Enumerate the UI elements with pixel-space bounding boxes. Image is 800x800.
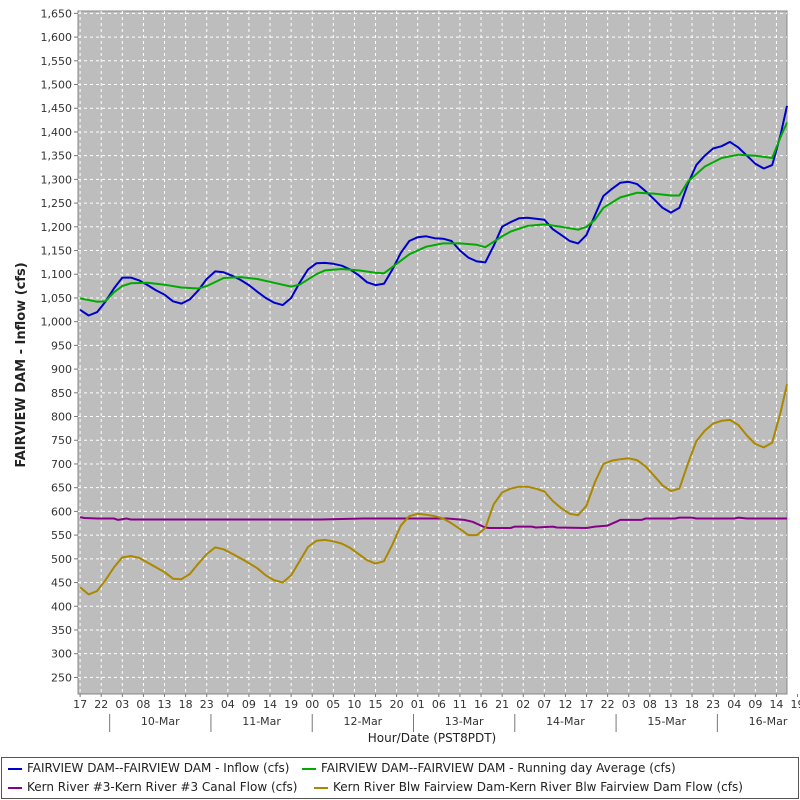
- legend-label-canal-flow: Kern River #3-Kern River #3 Canal Flow (…: [27, 780, 298, 794]
- x-date-label: 16-Mar: [749, 715, 788, 728]
- y-tick-label: 1,350: [41, 150, 73, 163]
- y-tick-label: 1,000: [41, 316, 73, 329]
- x-hour-label: 12: [558, 698, 572, 711]
- y-axis-title: FAIRVIEW DAM - Inflow (cfs): [14, 262, 29, 467]
- y-tick-label: 650: [51, 482, 72, 495]
- legend-item-running-average: FAIRVIEW DAM--FAIRVIEW DAM - Running day…: [302, 761, 676, 775]
- y-tick-label: 1,650: [41, 7, 73, 20]
- x-hour-label: 19: [284, 698, 298, 711]
- y-tick-label: 400: [51, 600, 72, 613]
- y-tick-label: 1,450: [41, 102, 73, 115]
- x-date-label: 11-Mar: [242, 715, 281, 728]
- y-tick-label: 750: [51, 434, 72, 447]
- x-hour-label: 23: [706, 698, 720, 711]
- legend-item-dam-flow: Kern River Blw Fairview Dam-Kern River B…: [314, 780, 743, 794]
- grid-lines: [78, 11, 799, 694]
- y-tick-label: 500: [51, 553, 72, 566]
- x-date-label: 12-Mar: [343, 715, 382, 728]
- x-date-label: 10-Mar: [141, 715, 180, 728]
- x-date-label: 13-Mar: [445, 715, 484, 728]
- x-hour-label: 09: [748, 698, 762, 711]
- x-hour-label: 23: [200, 698, 214, 711]
- x-hour-label: 07: [537, 698, 551, 711]
- x-hour-label: 14: [263, 698, 277, 711]
- x-hour-label: 13: [158, 698, 172, 711]
- x-axis: 17 22 03 08 13 18 23 04 09 14 19 00 05 10 15 20 01 06 11 16…: [73, 694, 800, 732]
- x-hour-label: 08: [136, 698, 150, 711]
- y-tick-label: 1,250: [41, 197, 73, 210]
- legend-swatch-running-average: [302, 767, 316, 770]
- series-line-0: [79, 105, 788, 317]
- x-hour-label: 16: [474, 698, 488, 711]
- x-hour-label: 04: [727, 698, 741, 711]
- legend-swatch-inflow: [8, 767, 22, 770]
- chart: 250 300 350 400 450 500 550 600 650 700 750 800 850 9…: [14, 7, 800, 745]
- x-hour-label: 08: [643, 698, 657, 711]
- y-tick-label: 1,500: [41, 79, 73, 92]
- y-tick-label: 550: [51, 529, 72, 542]
- y-tick-label: 1,050: [41, 292, 73, 305]
- x-hour-label: 05: [326, 698, 340, 711]
- legend-label-inflow: FAIRVIEW DAM--FAIRVIEW DAM - Inflow (cfs…: [27, 761, 290, 775]
- y-tick-label: 950: [51, 339, 72, 352]
- x-hour-label: 17: [73, 698, 87, 711]
- y-tick-label: 1,200: [41, 221, 73, 234]
- y-tick-label: 1,400: [41, 126, 73, 139]
- x-hour-label: 01: [411, 698, 425, 711]
- series-line-3: [79, 384, 788, 596]
- legend-swatch-canal-flow: [8, 786, 22, 789]
- x-hour-label: 15: [369, 698, 383, 711]
- x-date-label: 15-Mar: [647, 715, 686, 728]
- y-tick-label: 1,150: [41, 245, 73, 258]
- y-axis: 250 300 350 400 450 500 550 600 650 700 750 800 850 9…: [41, 7, 78, 684]
- x-axis-title: Hour/Date (PST8PDT): [368, 731, 496, 745]
- x-hour-label: 18: [685, 698, 699, 711]
- x-hour-label: 14: [769, 698, 783, 711]
- legend: FAIRVIEW DAM--FAIRVIEW DAM - Inflow (cfs…: [1, 757, 799, 799]
- x-hour-label: 03: [622, 698, 636, 711]
- y-tick-label: 850: [51, 387, 72, 400]
- plot-area: [77, 10, 788, 695]
- x-hour-label: 09: [242, 698, 256, 711]
- x-hour-label: 17: [580, 698, 594, 711]
- x-hour-label: 18: [179, 698, 193, 711]
- x-hour-label: 00: [305, 698, 319, 711]
- x-hour-label: 10: [347, 698, 361, 711]
- series-line-1: [79, 122, 788, 303]
- x-hour-label: 02: [516, 698, 530, 711]
- legend-label-dam-flow: Kern River Blw Fairview Dam-Kern River B…: [333, 780, 743, 794]
- x-hour-label: 13: [664, 698, 678, 711]
- y-tick-label: 800: [51, 411, 72, 424]
- x-hour-label: 22: [94, 698, 108, 711]
- x-hour-label: 20: [390, 698, 404, 711]
- x-hour-label: 03: [115, 698, 129, 711]
- legend-item-inflow: FAIRVIEW DAM--FAIRVIEW DAM - Inflow (cfs…: [8, 761, 289, 775]
- y-tick-label: 350: [51, 624, 72, 637]
- x-hour-label: 06: [432, 698, 446, 711]
- y-tick-label: 1,300: [41, 173, 73, 186]
- y-tick-label: 1,600: [41, 31, 73, 44]
- y-tick-label: 300: [51, 648, 72, 661]
- series-line-2: [79, 516, 787, 529]
- y-tick-label: 1,100: [41, 268, 73, 281]
- y-tick-label: 700: [51, 458, 72, 471]
- x-hour-label: 19: [791, 698, 800, 711]
- y-tick-label: 450: [51, 577, 72, 590]
- y-tick-label: 1,550: [41, 55, 73, 68]
- x-hour-label: 22: [601, 698, 615, 711]
- y-tick-label: 900: [51, 363, 72, 376]
- series-lines: [79, 105, 788, 596]
- legend-swatch-dam-flow: [314, 786, 328, 789]
- x-hour-label: 21: [495, 698, 509, 711]
- y-tick-label: 600: [51, 505, 72, 518]
- legend-item-canal-flow: Kern River #3-Kern River #3 Canal Flow (…: [8, 780, 297, 794]
- x-date-label: 14-Mar: [546, 715, 585, 728]
- x-hour-label: 11: [453, 698, 467, 711]
- legend-label-running-average: FAIRVIEW DAM--FAIRVIEW DAM - Running day…: [321, 761, 676, 775]
- y-tick-label: 250: [51, 671, 72, 684]
- x-hour-label: 04: [221, 698, 235, 711]
